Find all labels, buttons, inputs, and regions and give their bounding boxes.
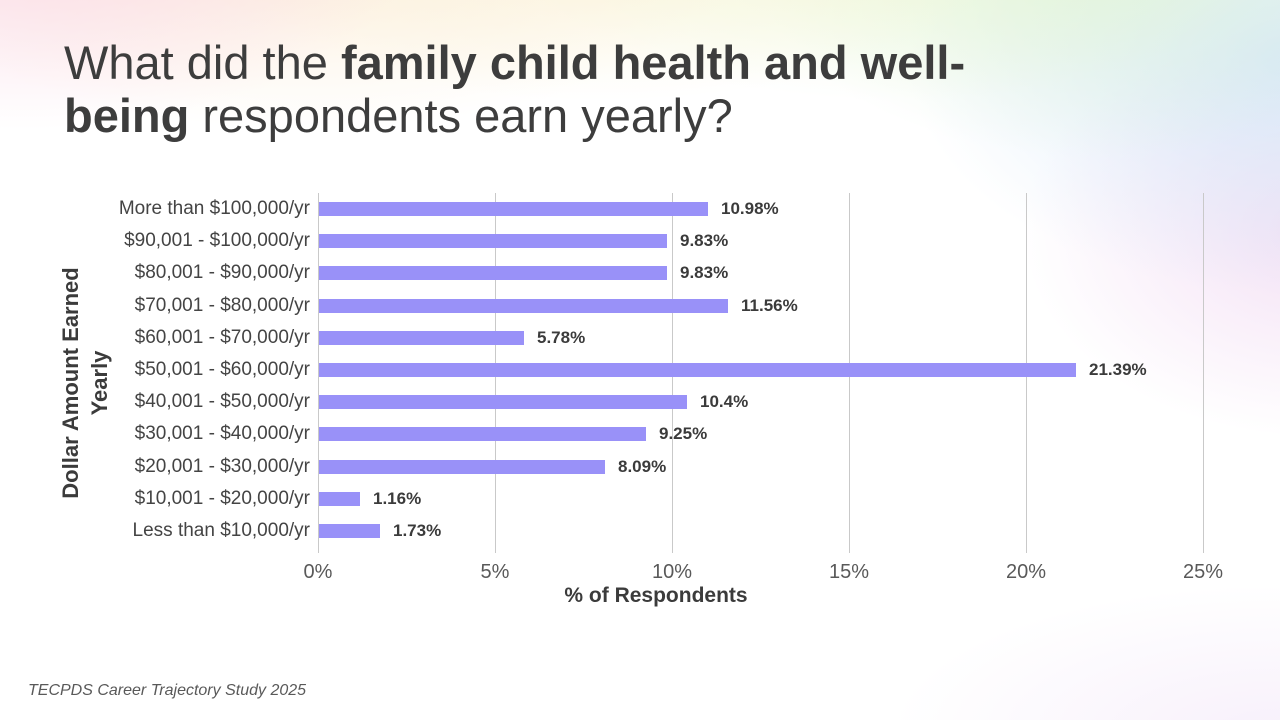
category-label: $20,001 - $30,000/yr	[134, 455, 310, 477]
slide-title-line1: What did the family child health and wel…	[64, 36, 965, 89]
value-label: 21.39%	[1089, 360, 1147, 379]
category-label: $70,001 - $80,000/yr	[134, 294, 310, 316]
x-tick-label: 15%	[828, 561, 870, 583]
bar	[319, 202, 708, 217]
value-label: 10.4%	[700, 392, 749, 412]
bar	[319, 363, 1076, 377]
value-label: 11.56%	[741, 295, 798, 315]
value-label: 1.73%	[393, 520, 442, 540]
category-label: $90,001 - $100,000/yr	[124, 230, 310, 252]
bar	[319, 395, 687, 410]
bar	[319, 234, 667, 249]
bar	[319, 491, 360, 506]
gridline	[1203, 193, 1204, 553]
x-tick-label: 10%	[651, 561, 693, 583]
value-label: 10.98%	[721, 199, 779, 219]
category-label: $30,001 - $40,000/yr	[134, 423, 310, 445]
category-label: $40,001 - $50,000/yr	[134, 391, 310, 413]
bar	[319, 330, 524, 345]
value-label: 9.83%	[680, 231, 729, 251]
category-label: Less than $10,000/yr	[132, 519, 310, 541]
title-text-bold: being	[64, 89, 190, 142]
slide-title-line2: being respondents earn yearly?	[64, 89, 965, 142]
category-label: $80,001 - $90,000/yr	[134, 262, 310, 284]
bar	[319, 427, 646, 442]
value-label: 9.25%	[659, 424, 708, 444]
category-label: $60,001 - $70,000/yr	[134, 326, 310, 348]
value-label: 9.83%	[680, 263, 729, 283]
bar	[319, 266, 667, 281]
title-text-bold: family child health and well-	[340, 36, 966, 89]
category-label: More than $100,000/yr	[118, 198, 310, 220]
title-text-regular: What did the	[64, 36, 341, 89]
value-label: 8.09%	[618, 456, 667, 476]
value-label: 1.16%	[373, 488, 422, 508]
slide-title: What did the family child health and wel…	[64, 36, 965, 142]
bar	[319, 459, 605, 474]
bar	[319, 523, 380, 538]
source-note: TECPDS Career Trajectory Study 2025	[28, 682, 307, 699]
x-axis-title: % of Respondents	[564, 584, 748, 607]
category-label: $50,001 - $60,000/yr	[134, 359, 310, 380]
y-axis-line	[318, 193, 319, 553]
title-text-regular: respondents earn yearly?	[189, 89, 733, 142]
x-tick-label: 25%	[1182, 561, 1224, 583]
x-tick-label: 0%	[303, 561, 333, 583]
bar	[319, 298, 728, 313]
x-tick-label: 5%	[480, 561, 510, 583]
x-tick-label: 20%	[1005, 561, 1047, 583]
category-label: $10,001 - $20,000/yr	[134, 487, 310, 509]
value-label: 5.78%	[537, 327, 586, 347]
